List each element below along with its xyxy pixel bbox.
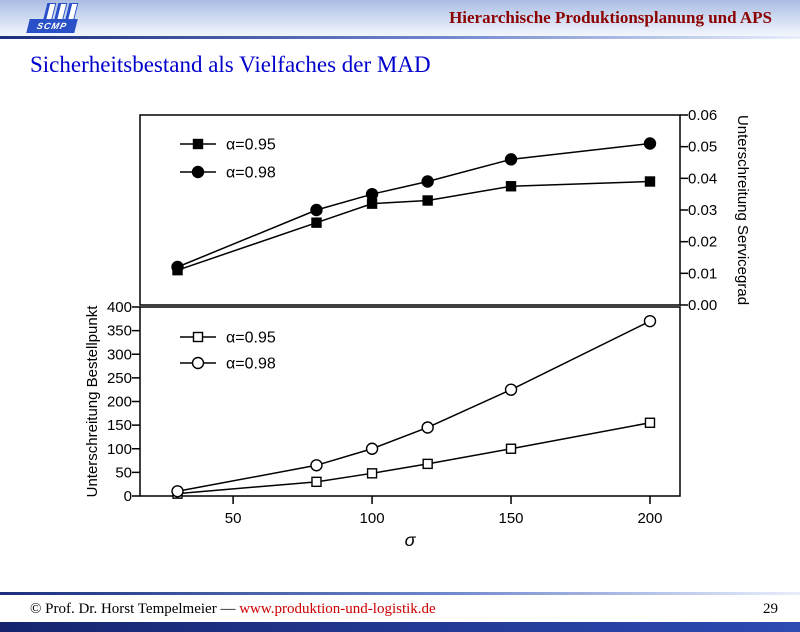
scmp-logo: SCMP: [26, 1, 94, 35]
footer-link[interactable]: www.produktion-und-logistik.de: [239, 601, 436, 617]
footer-divider: [0, 592, 800, 595]
footer-copyright: © Prof. Dr. Horst Tempelmeier — www.prod…: [30, 601, 436, 618]
charts-figure: 0.00 0.01 0.02 0.03 0.04 0.05 0.06 Unterschreit…: [84, 107, 751, 550]
svg-text:250: 250: [107, 370, 132, 387]
svg-text:0.00: 0.00: [688, 297, 717, 314]
svg-text:150: 150: [499, 510, 524, 527]
svg-text:σ: σ: [405, 530, 417, 550]
header-bar: SCMP Hierarchische Produktionsplanung un…: [0, 0, 800, 36]
svg-text:α=0.98: α=0.98: [226, 165, 276, 182]
svg-text:0.04: 0.04: [688, 170, 717, 187]
svg-text:350: 350: [107, 323, 132, 340]
svg-text:α=0.95: α=0.95: [226, 330, 276, 347]
page-number: 29: [763, 601, 778, 617]
svg-text:0: 0: [124, 488, 132, 505]
svg-text:200: 200: [107, 394, 132, 411]
header-divider: [0, 36, 800, 39]
copyright-text: © Prof. Dr. Horst Tempelmeier —: [30, 601, 236, 617]
svg-text:100: 100: [107, 441, 132, 458]
chart-bestellpunkt: 0 50 100 150 200 250 300 350 400 50 100 150 200 σ Unte…: [84, 299, 681, 550]
svg-text:Unterschreitung Servicegrad: Unterschreitung Servicegrad: [734, 115, 751, 305]
scmp-logo-text: SCMP: [26, 19, 78, 33]
bottom-bar: [0, 622, 800, 632]
page-title: Sicherheitsbestand als Vielfaches der MA…: [30, 52, 431, 77]
chart-servicegrad: 0.00 0.01 0.02 0.03 0.04 0.05 0.06 Unterschreit…: [139, 107, 751, 314]
svg-text:100: 100: [360, 510, 385, 527]
svg-text:Unterschreitung Bestellpunkt: Unterschreitung Bestellpunkt: [84, 305, 101, 498]
svg-text:50: 50: [225, 510, 242, 527]
svg-text:α=0.95: α=0.95: [226, 137, 276, 154]
svg-text:50: 50: [115, 464, 132, 481]
svg-text:0.01: 0.01: [688, 265, 717, 282]
svg-text:200: 200: [637, 510, 662, 527]
svg-text:150: 150: [107, 417, 132, 434]
svg-text:α=0.98: α=0.98: [226, 356, 276, 373]
svg-text:0.03: 0.03: [688, 202, 717, 219]
svg-text:0.05: 0.05: [688, 139, 717, 156]
svg-text:300: 300: [107, 346, 132, 363]
svg-text:0.02: 0.02: [688, 234, 717, 251]
svg-text:0.06: 0.06: [688, 107, 717, 124]
course-title: Hierarchische Produktionsplanung und APS: [449, 8, 772, 27]
svg-text:400: 400: [107, 299, 132, 316]
